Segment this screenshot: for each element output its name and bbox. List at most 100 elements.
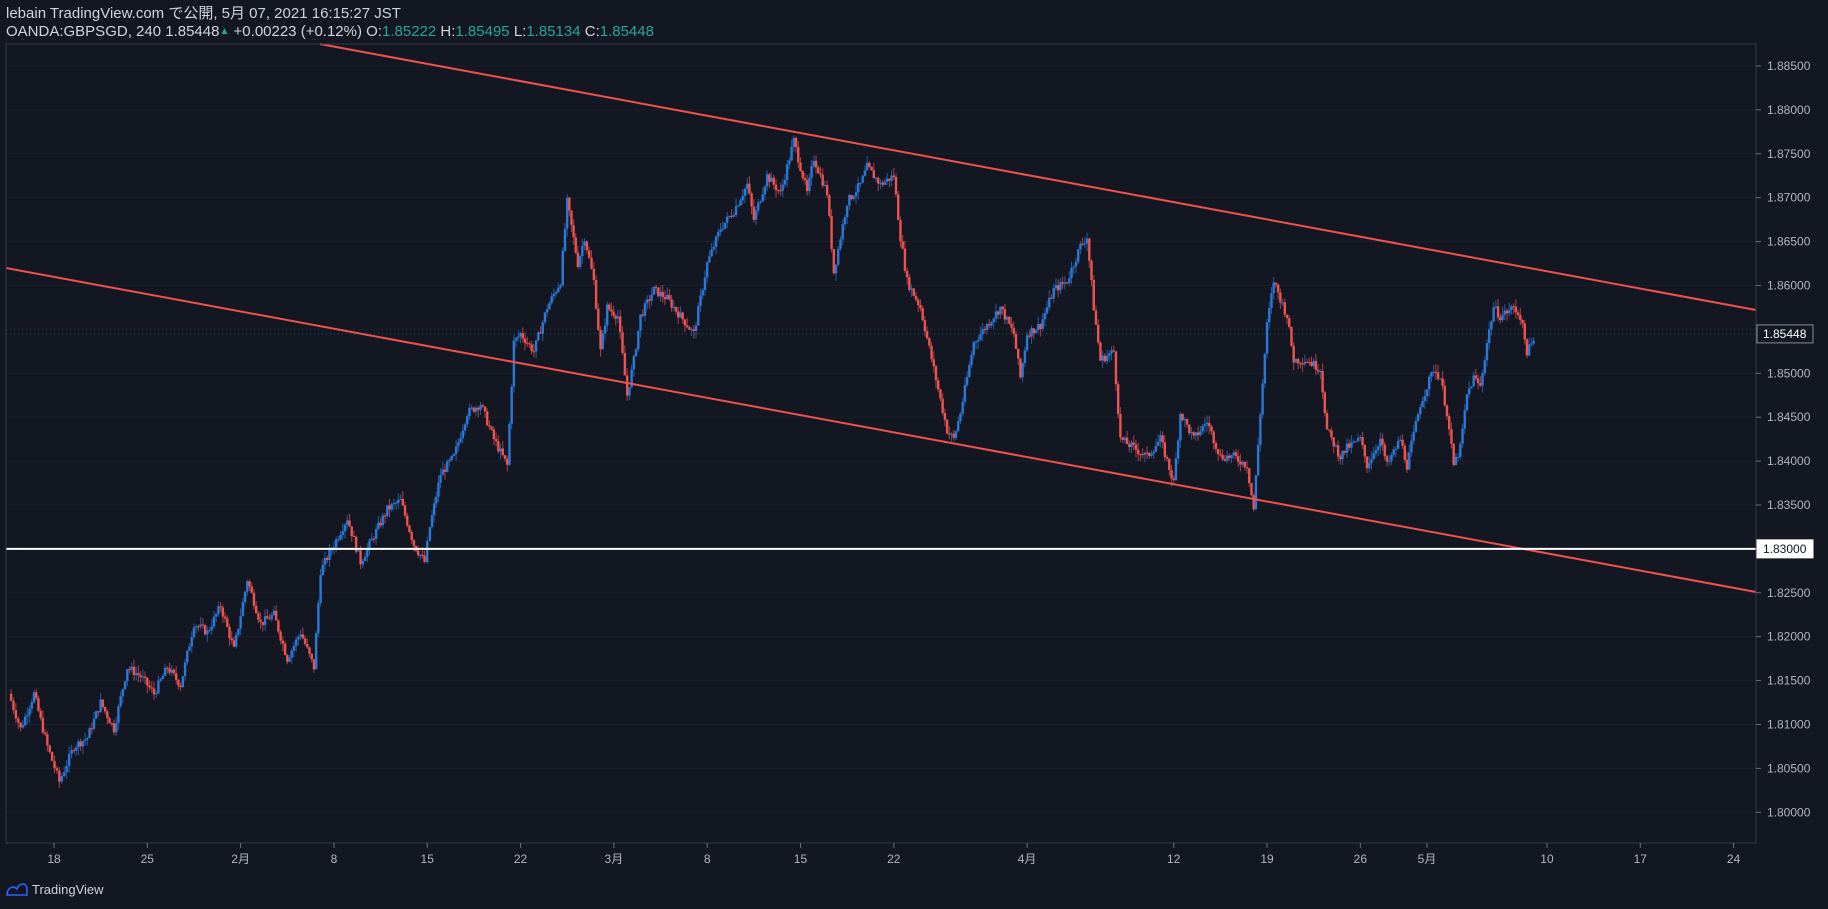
candle-body[interactable]: [590, 257, 593, 269]
candle-body[interactable]: [95, 711, 98, 719]
candle-body[interactable]: [28, 708, 31, 716]
candle-body[interactable]: [1394, 448, 1398, 450]
candle-body[interactable]: [1416, 414, 1420, 422]
candle-body[interactable]: [546, 309, 549, 313]
candle-body[interactable]: [865, 162, 869, 171]
candle-body[interactable]: [521, 333, 524, 339]
candle-body[interactable]: [994, 311, 998, 319]
candle-body[interactable]: [610, 309, 613, 312]
candle-body[interactable]: [748, 183, 751, 194]
candle-body[interactable]: [859, 182, 862, 184]
candle-body[interactable]: [343, 524, 347, 532]
candle-body[interactable]: [1065, 282, 1069, 284]
candle-body[interactable]: [457, 442, 460, 447]
candle-body[interactable]: [1168, 458, 1171, 471]
candle-body[interactable]: [1094, 310, 1098, 325]
candle-body[interactable]: [514, 337, 518, 341]
candle-body[interactable]: [477, 407, 480, 410]
candle-body[interactable]: [252, 592, 256, 606]
candle-body[interactable]: [1483, 360, 1486, 374]
candle-body[interactable]: [819, 173, 822, 175]
candle-body[interactable]: [941, 398, 944, 413]
candle-body[interactable]: [574, 237, 577, 253]
candle-body[interactable]: [774, 184, 778, 191]
candle-body[interactable]: [1028, 335, 1031, 337]
candle-body[interactable]: [781, 184, 784, 191]
candle-body[interactable]: [294, 639, 298, 646]
candle-body[interactable]: [459, 438, 462, 443]
candle-body[interactable]: [681, 312, 684, 320]
candle-body[interactable]: [852, 196, 855, 199]
candle-body[interactable]: [166, 667, 169, 669]
candle-body[interactable]: [950, 433, 953, 435]
candle-body[interactable]: [672, 306, 676, 308]
candle-body[interactable]: [297, 636, 300, 640]
candle-body[interactable]: [1074, 261, 1078, 267]
candle-body[interactable]: [1365, 456, 1369, 469]
candle-body[interactable]: [1161, 435, 1164, 443]
candle-body[interactable]: [1259, 414, 1262, 445]
candle-body[interactable]: [190, 637, 193, 647]
candle-body[interactable]: [1261, 383, 1264, 415]
candle-body[interactable]: [1188, 424, 1191, 434]
candle-body[interactable]: [890, 175, 893, 181]
candle-body[interactable]: [1419, 407, 1422, 415]
candle-body[interactable]: [1081, 243, 1084, 245]
candle-body[interactable]: [830, 215, 833, 249]
candle-body[interactable]: [1428, 376, 1431, 390]
candle-body[interactable]: [957, 421, 960, 432]
candle-body[interactable]: [659, 291, 662, 297]
candle-body[interactable]: [292, 645, 296, 651]
candle-body[interactable]: [1043, 313, 1047, 320]
candle-body[interactable]: [277, 620, 280, 632]
candle-body[interactable]: [472, 407, 476, 412]
candle-body[interactable]: [228, 626, 231, 639]
candle-body[interactable]: [497, 441, 500, 452]
candle-body[interactable]: [1205, 422, 1209, 425]
candle-body[interactable]: [1250, 483, 1253, 496]
candle-body[interactable]: [1090, 260, 1093, 281]
candle-body[interactable]: [717, 231, 720, 237]
candle-body[interactable]: [741, 196, 744, 201]
candle-body[interactable]: [279, 631, 282, 641]
candle-body[interactable]: [548, 303, 551, 310]
candle-body[interactable]: [1023, 350, 1027, 364]
candle-body[interactable]: [341, 531, 345, 535]
candle-body[interactable]: [53, 760, 56, 769]
candle-body[interactable]: [77, 741, 80, 748]
candle-body[interactable]: [241, 602, 245, 617]
candle-body[interactable]: [1252, 495, 1255, 510]
candle-body[interactable]: [301, 634, 305, 639]
candle-body[interactable]: [985, 324, 989, 330]
candle-body[interactable]: [1048, 297, 1051, 308]
candle-body[interactable]: [250, 586, 253, 593]
candle-body[interactable]: [181, 676, 185, 688]
candle-body[interactable]: [83, 739, 87, 742]
candle-body[interactable]: [254, 605, 258, 614]
candle-body[interactable]: [437, 482, 440, 497]
candle-body[interactable]: [1256, 444, 1260, 476]
candle-body[interactable]: [601, 333, 604, 350]
candle-body[interactable]: [194, 626, 198, 628]
candle-body[interactable]: [1283, 302, 1287, 315]
candle-body[interactable]: [901, 241, 904, 249]
candle-body[interactable]: [917, 299, 920, 306]
chart-drawings[interactable]: [5, 43, 1757, 593]
candle-body[interactable]: [72, 750, 76, 752]
candle-body[interactable]: [554, 292, 558, 294]
candle-body[interactable]: [754, 210, 758, 220]
candle-body[interactable]: [1308, 362, 1311, 364]
candle-body[interactable]: [141, 676, 145, 678]
candle-body[interactable]: [788, 160, 791, 165]
candle-body[interactable]: [850, 195, 853, 199]
candle-body[interactable]: [605, 304, 609, 326]
candle-body[interactable]: [645, 299, 649, 304]
candle-body[interactable]: [1359, 437, 1362, 439]
candle-body[interactable]: [1381, 438, 1384, 445]
candle-body[interactable]: [1288, 318, 1291, 327]
candle-body[interactable]: [1008, 316, 1011, 324]
candle-body[interactable]: [263, 616, 267, 625]
candle-body[interactable]: [234, 634, 238, 647]
candle-body[interactable]: [1403, 445, 1406, 460]
